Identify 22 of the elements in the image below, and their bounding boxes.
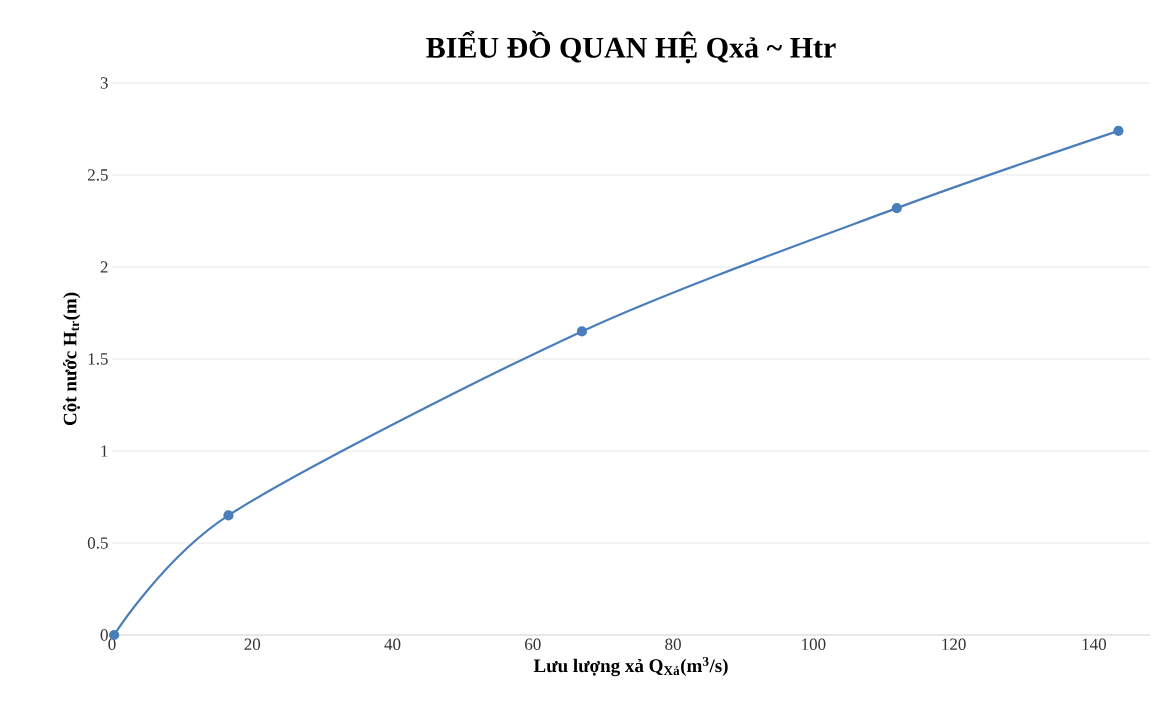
x-tick-label: 0: [108, 638, 116, 651]
chart-title: BIỂU ĐỒ QUAN HỆ Qxả ~ Htr: [426, 30, 836, 64]
point: [576, 326, 588, 337]
x-tick-label: 60: [525, 638, 541, 651]
y-tick-label: 2: [100, 261, 108, 273]
x-tick-label: 100: [802, 638, 826, 651]
x-tick-label: 40: [384, 638, 401, 651]
y-tick-label: 0.5: [87, 537, 108, 549]
y-tick-label: 1: [101, 445, 108, 457]
x-tick-label: 140: [1082, 638, 1107, 651]
point: [891, 203, 902, 214]
x-tick-label: 120: [942, 638, 966, 651]
y-tick-label: 1.5: [88, 353, 108, 365]
x-axis-title: Lưu lượng xả Q$_{Xả}$(m$^{3}$/s): [533, 656, 728, 677]
y-axis-title: Cột nước H$_{tr}$(m): [62, 292, 81, 426]
x-tick-label: 80: [665, 638, 681, 651]
y-tick-label: 3: [100, 77, 108, 89]
point: [1113, 125, 1124, 136]
y-tick-label: 0: [100, 629, 108, 641]
y-tick-label: 2.5: [87, 169, 108, 181]
point: [223, 510, 234, 521]
x-tick-label: 20: [244, 638, 261, 651]
